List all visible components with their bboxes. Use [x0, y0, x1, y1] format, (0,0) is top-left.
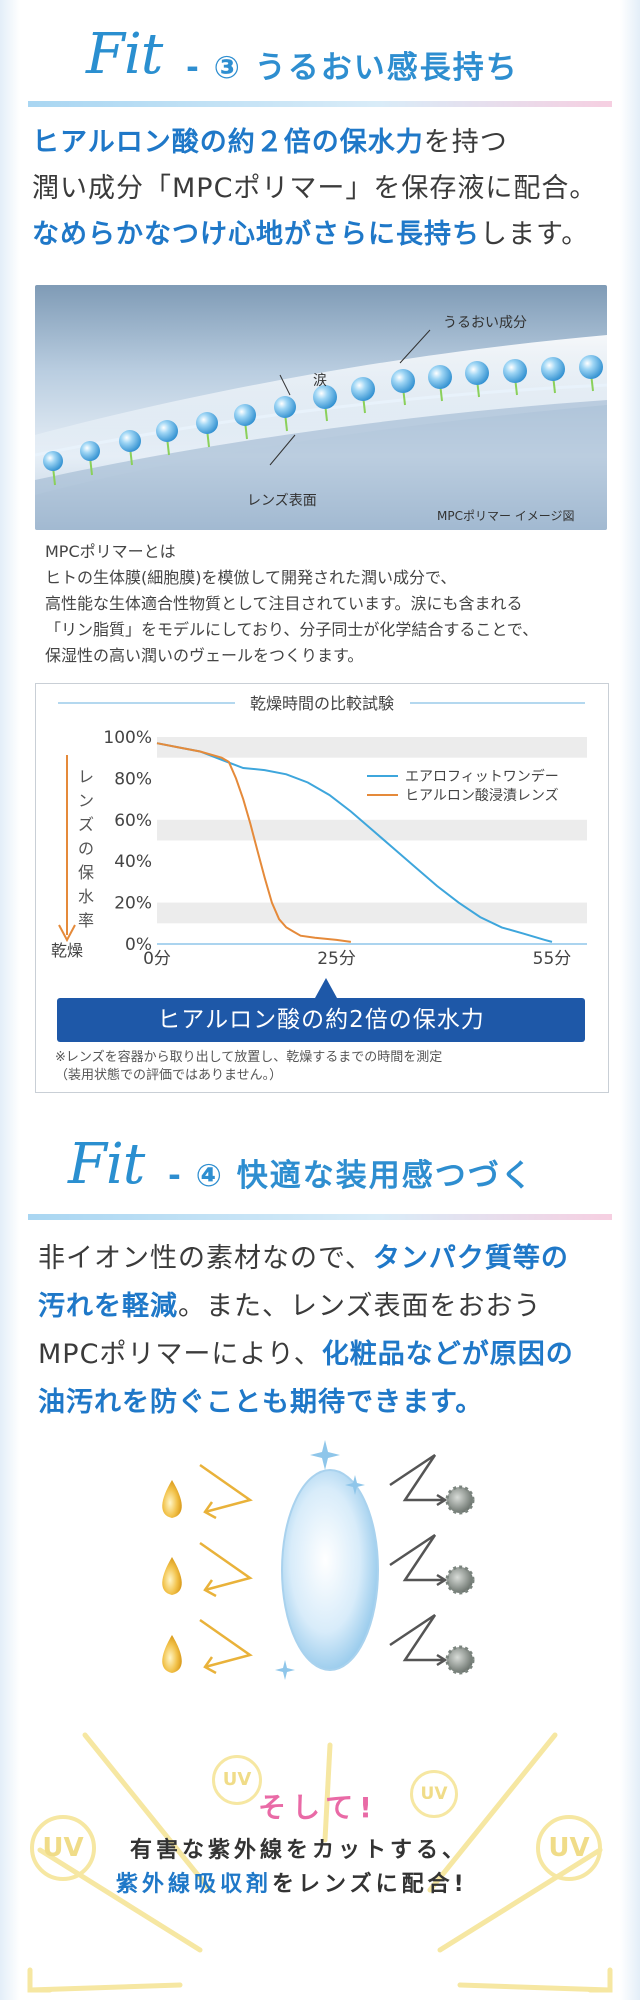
lead-4-em-4: 油汚れを防ぐことも期待できます。 [38, 1387, 484, 1418]
illustration-caption: MPCポリマー イメージ図 [437, 509, 575, 523]
mpc-description: MPCポリマーとは ヒトの生体膜(細胞膜)を模倣して開発された潤い成分で、 高性… [45, 539, 538, 669]
chart-y-label-char: レ [78, 767, 94, 786]
label-tears: 涙 [313, 373, 327, 389]
uv-line-2-em: 紫外線吸収剤 [116, 1872, 273, 1897]
label-moisture: うるおい成分 [443, 315, 527, 331]
uv-line-1: 有害な紫外線をカットする、 [130, 1838, 469, 1863]
mpc-description-title: MPCポリマーとは [45, 542, 176, 561]
chart-y-label-char: ン [78, 791, 94, 810]
chart-y-tick-label: 20% [114, 894, 152, 914]
heading-dash: - [168, 1158, 183, 1194]
lens-icon [281, 1469, 379, 1671]
chart-x-tick-label: 0分 [143, 949, 171, 969]
mpc-description-line: 保湿性の高い潤いのヴェールをつくります。 [45, 646, 364, 665]
lens-protection-illustration [162, 1440, 475, 1680]
chart-y-tick-label: 0% [125, 935, 152, 955]
chart-y-label-char: ズ [78, 815, 94, 834]
lead-4-text-3: MPCポリマーにより、 [38, 1339, 322, 1370]
uv-line-2-text: をレンズに配合! [272, 1872, 468, 1897]
chart-x-tick-label: 55分 [533, 949, 572, 969]
chart-x-tick-label: 25分 [317, 949, 356, 969]
lead-3-text-3: します。 [480, 219, 590, 250]
heading-underline [28, 101, 612, 107]
lead-4-text-1: 非イオン性の素材なので、 [38, 1243, 373, 1274]
chart-y-label-char: 率 [78, 911, 94, 930]
chart-y-label-char: の [78, 839, 94, 858]
fit-logo-3: Fit [86, 22, 163, 87]
chart-series-line [156, 742, 553, 943]
mpc-description-line: 「リン脂質」をモデルにしており、分子同士が化学結合することで、 [45, 620, 539, 639]
heading-underline [28, 1214, 612, 1220]
uv-badge-icon: UV [30, 1815, 96, 1881]
oil-deflect-arrows [199, 1463, 253, 1675]
heading-title: 快適な装用感つづく [236, 1158, 534, 1194]
chart-series-line [156, 742, 352, 943]
lead-4: 非イオン性の素材なので、タンパク質等の 汚れを軽減。また、レンズ表面をおおう M… [38, 1235, 574, 1427]
chart-y-tick-label: 40% [114, 852, 152, 872]
mpc-description-line: ヒトの生体膜(細胞膜)を模倣して開発された潤い成分で、 [45, 568, 457, 587]
chart-notes: ※レンズを容器から取り出して放置し、乾燥するまでの時間を測定 （装用状態での評価… [55, 1049, 442, 1085]
dirt-deflect-arrows [389, 1453, 448, 1667]
chart-y-tick-label: 60% [114, 811, 152, 831]
dirt-particle-icons [445, 1485, 475, 1675]
lead-3-em-1: ヒアルロン酸の約２倍の保水力 [32, 127, 424, 158]
mpc-illustration-svg [35, 285, 607, 530]
heading-number: ③ [213, 50, 242, 86]
heading-4: - ④ 快適な装用感つづく [168, 1150, 534, 1195]
heading-dash: - [186, 50, 201, 86]
chart-legend-label: ヒアルロン酸浸漬レンズ [405, 788, 559, 804]
chart-y-bottom-label: 乾燥 [51, 941, 83, 960]
uv-badge-icon: UV [536, 1815, 602, 1881]
lead-4-em-2: 汚れを軽減 [38, 1291, 178, 1322]
lead-4-em-3: 化粧品などが原因の [321, 1339, 574, 1370]
uv-badge-icon: UV [410, 1770, 458, 1818]
chart-grid-band [157, 902, 587, 924]
chart-y-tick-label: 100% [103, 728, 152, 748]
water-retention-banner: ヒアルロン酸の約2倍の保水力 [57, 998, 585, 1042]
chart-y-label-char: 水 [78, 887, 94, 906]
sparkle-icon [275, 1440, 365, 1680]
heading-title: うるおい感長持ち [254, 50, 519, 86]
lead-3-text-1: を持つ [423, 127, 508, 158]
heading-number: ④ [195, 1158, 224, 1194]
chart-y-arrow-head [58, 924, 76, 943]
lead-4-em-1: タンパク質等の [372, 1243, 569, 1274]
polymer-balls [43, 355, 603, 486]
uv-badge-icon: UV [212, 1755, 262, 1805]
chart-y-tick-label: 80% [114, 769, 152, 789]
chart-note-line: （装用状態での評価ではありません。） [55, 1068, 283, 1083]
banner-pointer-icon [315, 978, 337, 998]
mpc-illustration: うるおい成分 涙 レンズ表面 MPCポリマー イメージ図 [35, 285, 607, 530]
chart-note-line: ※レンズを容器から取り出して放置し、乾燥するまでの時間を測定 [55, 1050, 443, 1065]
uv-soshite: そして! [258, 1791, 378, 1824]
fit-logo-4: Fit [68, 1132, 145, 1197]
uv-line-2: 紫外線吸収剤をレンズに配合! [116, 1866, 468, 1898]
chart-grid-band [157, 737, 587, 758]
lead-3-em-3: なめらかなつけ心地がさらに長持ち [32, 219, 480, 250]
mpc-description-line: 高性能な生体適合性物質として注目されています。涙にも含まれる [45, 594, 523, 613]
oil-drop-icons [162, 1480, 182, 1673]
heading-3: - ③ うるおい感長持ち [186, 42, 519, 87]
chart-legend-label: エアロフィットワンデー [405, 768, 559, 785]
chart-y-label-char: 保 [78, 863, 94, 882]
lead-4-text-2: 。また、レンズ表面をおおう [178, 1291, 542, 1322]
lead-3: ヒアルロン酸の約２倍の保水力を持つ 潤い成分「MPCポリマー」を保存液に配合。 … [32, 120, 597, 258]
label-lens-surface: レンズ表面 [247, 493, 317, 509]
chart-title: 乾燥時間の比較試験 [250, 694, 394, 713]
lead-3-text-2: 潤い成分「MPCポリマー」を保存液に配合。 [32, 173, 598, 204]
